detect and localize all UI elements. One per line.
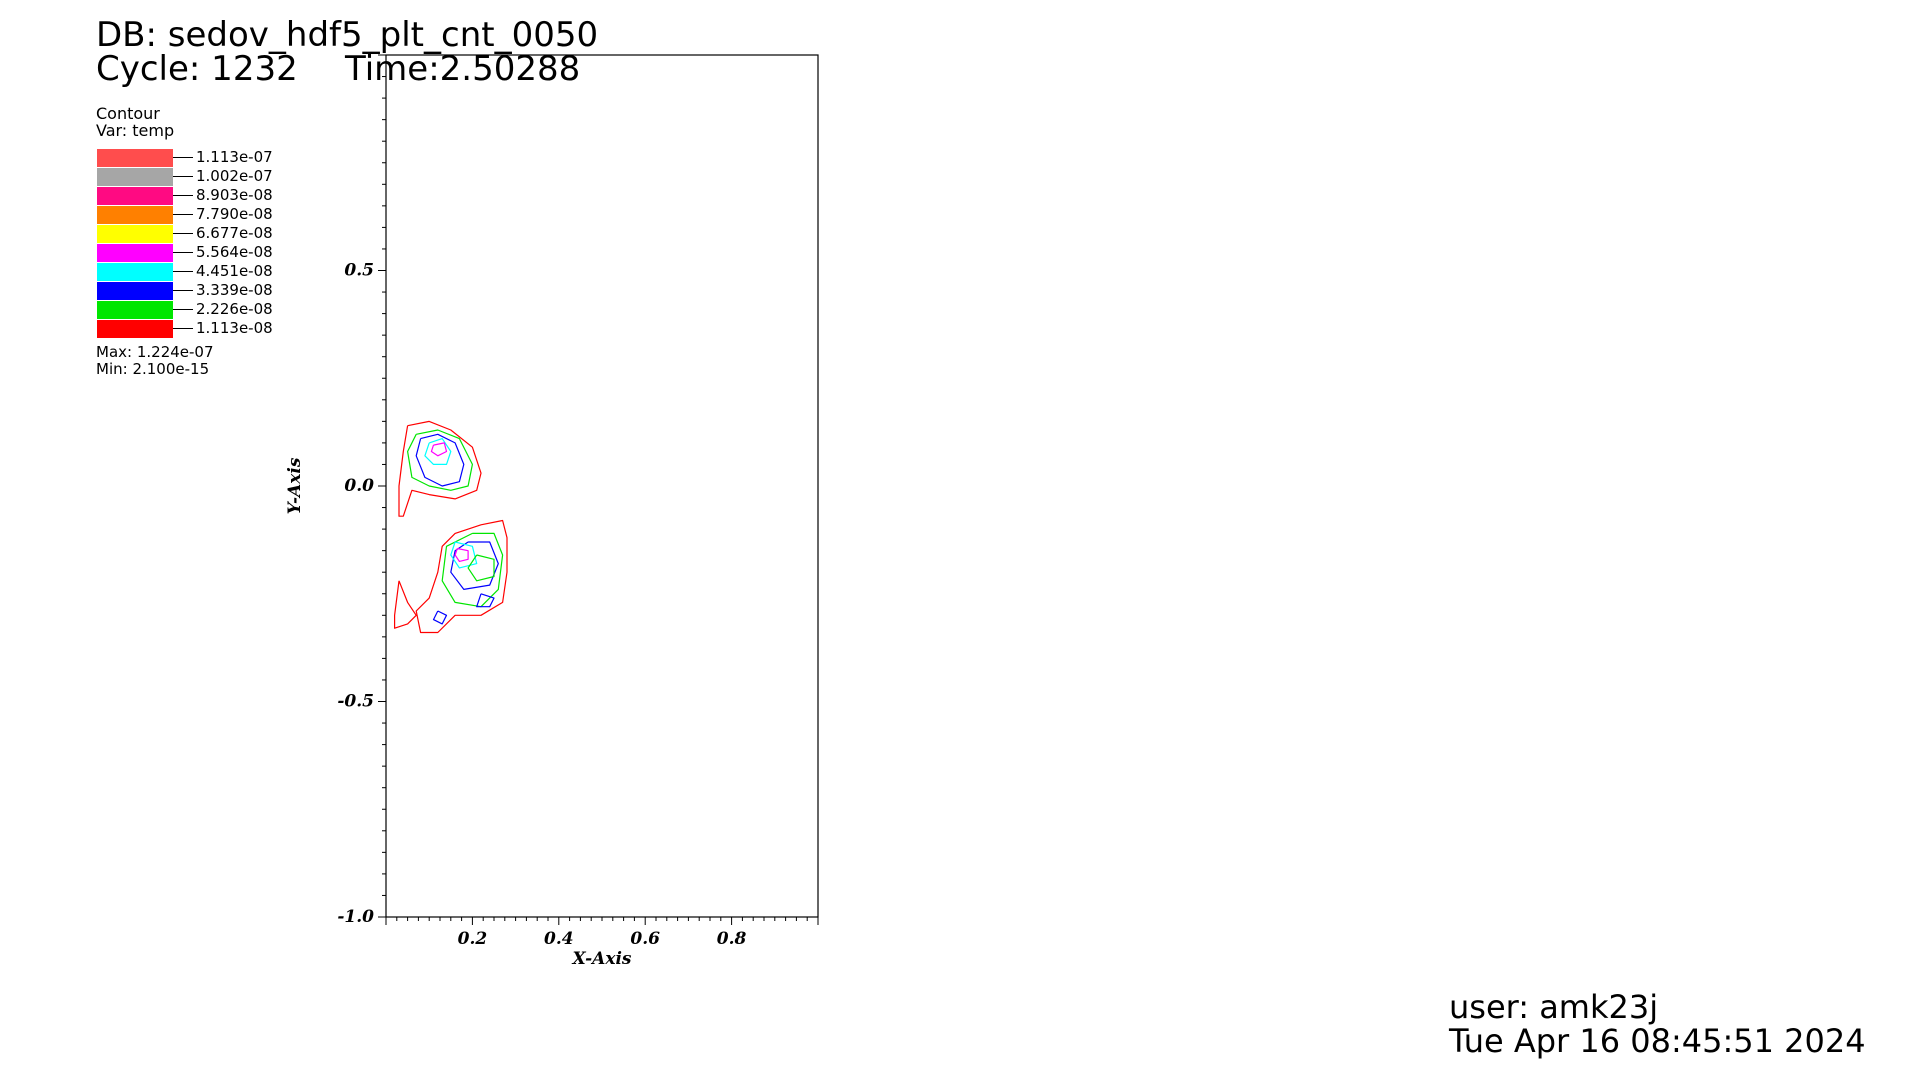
y-tick-label: 0.5 — [344, 261, 374, 281]
contour-line — [398, 420, 482, 517]
contour-line — [450, 541, 499, 591]
legend-tick — [173, 290, 193, 291]
time-label: Time:2.50288 — [345, 49, 581, 89]
legend-tick — [173, 252, 193, 253]
x-tick-label: 0.4 — [544, 929, 574, 949]
contour-line — [424, 438, 452, 465]
legend-swatch — [97, 225, 173, 243]
legend-swatch — [97, 320, 173, 338]
legend-tick — [173, 271, 193, 272]
legend-tick — [173, 233, 193, 234]
legend-swatch — [97, 206, 173, 224]
legend-level-label: 6.677e-08 — [196, 224, 273, 242]
legend-tick — [173, 176, 193, 177]
legend-level-label: 1.002e-07 — [196, 167, 273, 185]
legend-plot-type: Contour — [96, 104, 160, 123]
contour-line — [454, 547, 469, 563]
legend-level-label: 5.564e-08 — [196, 243, 273, 261]
y-axis: 0.5 0.0 -0.5 -1.0 — [337, 54, 386, 927]
legend-tick — [173, 195, 193, 196]
legend-level-label: 3.339e-08 — [196, 281, 273, 299]
legend-tick — [173, 157, 193, 158]
contour-line — [432, 610, 448, 625]
y-tick-label: -0.5 — [337, 692, 374, 712]
legend-variable: Var: temp — [96, 121, 175, 140]
legend-level-label: 8.903e-08 — [196, 186, 273, 204]
legend-level-label: 4.451e-08 — [196, 262, 273, 280]
legend-level-label: 2.226e-08 — [196, 300, 273, 318]
y-tick-label: 0.0 — [344, 476, 374, 496]
legend-level-label: 1.113e-08 — [196, 319, 273, 337]
legend-swatch — [97, 149, 173, 167]
legend-level-label: 1.113e-07 — [196, 148, 273, 166]
x-tick-label: 0.6 — [630, 929, 660, 949]
plot-frame — [385, 54, 819, 918]
x-tick-label: 0.8 — [717, 929, 747, 949]
legend-swatch — [97, 301, 173, 319]
cycle-label: Cycle: 1232 — [96, 49, 298, 89]
contour-line — [407, 429, 473, 491]
contour-line — [394, 580, 417, 629]
legend-swatch — [97, 244, 173, 262]
legend-tick — [173, 309, 193, 310]
legend-swatch — [97, 263, 173, 281]
contour-line — [415, 433, 465, 487]
legend-tick — [173, 328, 193, 329]
contour-line — [476, 593, 495, 608]
user-label: user: amk23j — [1449, 988, 1659, 1026]
x-axis: 0.2 0.4 0.6 0.8 — [385, 917, 819, 949]
contour-lines — [394, 420, 508, 634]
legend-level-label: 7.790e-08 — [196, 205, 273, 223]
y-axis-label: Y-Axis — [285, 457, 305, 514]
contour-line — [467, 554, 495, 582]
legend-tick — [173, 214, 193, 215]
database-title: DB: sedov_hdf5_plt_cnt_0050 — [96, 15, 599, 55]
legend-swatch — [97, 282, 173, 300]
x-axis-label: X-Axis — [572, 949, 632, 969]
contour-line — [430, 442, 448, 457]
y-tick-label: -1.0 — [337, 907, 374, 927]
legend-swatch — [97, 168, 173, 186]
contour-line — [415, 519, 508, 634]
legend-swatch — [97, 187, 173, 205]
x-tick-label: 0.2 — [458, 929, 488, 949]
timestamp-label: Tue Apr 16 08:45:51 2024 — [1449, 1022, 1866, 1060]
legend-max: Max: 1.224e-07 — [96, 343, 214, 361]
legend-min: Min: 2.100e-15 — [96, 360, 210, 378]
contour-line — [450, 541, 478, 569]
